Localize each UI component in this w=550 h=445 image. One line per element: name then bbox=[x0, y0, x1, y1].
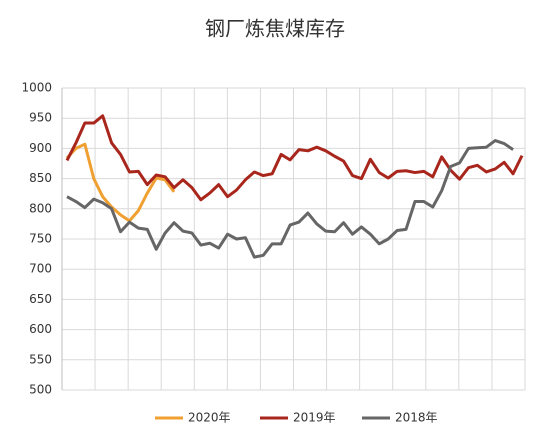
series-line bbox=[65, 114, 524, 202]
y-tick-label: 600 bbox=[29, 322, 52, 336]
y-tick-label: 950 bbox=[29, 111, 52, 125]
y-tick-label: 800 bbox=[29, 201, 52, 215]
legend-label: 2018年 bbox=[395, 411, 438, 425]
y-tick-label: 900 bbox=[29, 141, 52, 155]
y-tick-label: 500 bbox=[29, 383, 52, 397]
legend-label: 2019年 bbox=[293, 411, 336, 425]
y-tick-label: 850 bbox=[29, 171, 52, 185]
y-tick-label: 1000 bbox=[21, 81, 52, 95]
y-tick-label: 550 bbox=[29, 352, 52, 366]
y-tick-label: 700 bbox=[29, 262, 52, 276]
series-line bbox=[66, 139, 514, 259]
y-tick-label: 650 bbox=[29, 292, 52, 306]
series-line bbox=[65, 142, 176, 223]
y-tick-label: 750 bbox=[29, 232, 52, 246]
chart-title: 钢厂炼焦煤库存 bbox=[205, 17, 345, 41]
legend-label: 2020年 bbox=[188, 411, 231, 425]
